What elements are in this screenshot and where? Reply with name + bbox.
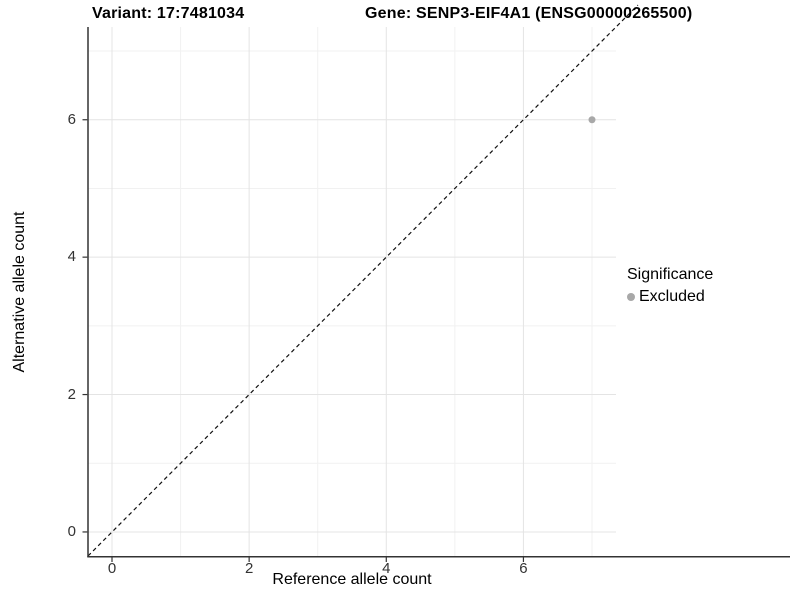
y-tick-label: 2 (67, 385, 76, 403)
legend: Significance Excluded (627, 266, 713, 306)
identity-dashed-line (87, 4, 639, 557)
legend-item-excluded: Excluded (627, 288, 713, 306)
y-tick-label: 6 (67, 110, 76, 128)
x-tick-label: 2 (244, 560, 254, 577)
y-tick-label: 4 (67, 248, 76, 266)
plot-title-variant: Variant: 17:7481034 (92, 5, 245, 22)
data-point (588, 116, 596, 124)
y-tick-label: 0 (67, 522, 76, 540)
x-tick-label: 4 (382, 560, 391, 577)
x-axis-title: Reference allele count (272, 571, 432, 588)
legend-title: Significance (627, 266, 714, 283)
x-tick-label: 6 (519, 560, 528, 577)
plot-title-gene: Gene: SENP3-EIF4A1 (ENSG00000265500) (365, 5, 693, 22)
y-axis-title-text: Alternative allele count (11, 211, 28, 373)
x-tick-label: 0 (107, 560, 117, 577)
legend-item-label: Excluded (639, 288, 705, 305)
legend-point-icon (627, 293, 635, 301)
